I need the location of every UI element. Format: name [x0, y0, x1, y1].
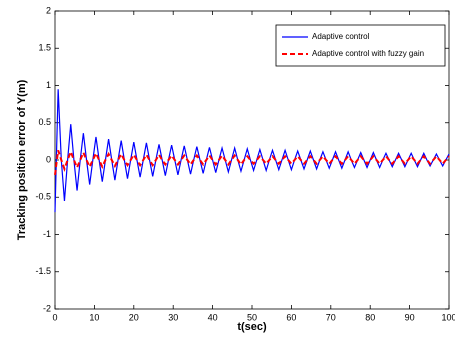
- x-tick-label: 10: [89, 312, 99, 322]
- x-axis-label: t(sec): [237, 321, 267, 333]
- y-tick-label: -1.5: [35, 266, 51, 276]
- y-tick-label: -0.5: [35, 192, 51, 202]
- y-tick-label: 2: [46, 5, 51, 15]
- series-line: [54, 149, 450, 176]
- y-tick-label: 1: [46, 80, 51, 90]
- y-tick-label: -1: [43, 229, 51, 239]
- legend-label: Adaptive control with fuzzy gain: [312, 49, 424, 58]
- legend-box: [275, 24, 446, 67]
- x-tick-label: 0: [52, 312, 57, 322]
- x-tick-label: 70: [326, 312, 336, 322]
- legend-label: Adaptive control: [312, 32, 370, 41]
- y-tick-label: 0: [46, 154, 51, 164]
- x-tick-label: 40: [208, 312, 218, 322]
- x-tick-label: 80: [365, 312, 375, 322]
- x-tick-label: 90: [405, 312, 415, 322]
- x-tick-label: 20: [129, 312, 139, 322]
- y-tick-label: 0.5: [38, 117, 51, 127]
- x-tick-label: 60: [286, 312, 296, 322]
- x-tick-label: 100: [441, 312, 455, 322]
- y-tick-label: -2: [43, 303, 51, 313]
- y-tick-label: 1.5: [38, 43, 51, 53]
- x-tick-label: 30: [168, 312, 178, 322]
- y-axis-label: Tracking position error of Y(m): [16, 79, 28, 240]
- x-tick-label: 50: [247, 312, 257, 322]
